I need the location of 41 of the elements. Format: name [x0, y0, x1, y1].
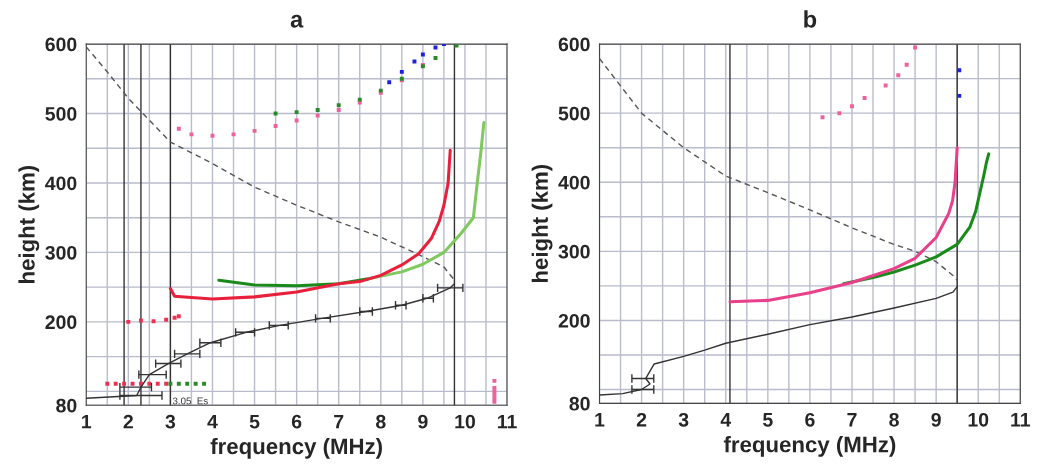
x-tick-label: 6 [805, 412, 815, 427]
y-tick-label: 300 [45, 245, 77, 260]
x-tick-label: 11 [497, 414, 517, 429]
chart-title: a [290, 14, 304, 28]
x-tick-label: 8 [889, 412, 899, 427]
x-tick-label: 6 [291, 414, 302, 429]
y-tick-label: 600 [45, 37, 77, 52]
x-tick-label: 1 [595, 413, 605, 427]
y-axis-title: height (km) [531, 164, 553, 283]
x-tick-label: 2 [123, 414, 133, 429]
x-tick-label: 3 [165, 414, 176, 429]
chart-title: b [804, 10, 817, 28]
x-tick-label: 11 [1011, 413, 1031, 427]
x-tick-label: 4 [720, 413, 732, 427]
annotation: 3.05 Es [172, 397, 208, 405]
x-axis-title: frequency (MHz) [210, 437, 382, 459]
y-tick-label: 80 [56, 398, 77, 413]
y-tick-label: 500 [558, 106, 590, 121]
y-tick-label: 200 [45, 315, 77, 330]
y-tick-label: 300 [558, 244, 590, 259]
y-tick-label: 500 [45, 107, 77, 121]
y-tick-label: 80 [569, 396, 590, 411]
y-tick-label: 400 [558, 175, 590, 190]
x-tick-label: 2 [636, 412, 647, 427]
x-tick-label: 1 [82, 414, 92, 429]
x-tick-label: 5 [763, 413, 773, 427]
x-tick-label: 7 [847, 413, 857, 427]
x-tick-label: 3 [678, 412, 689, 427]
x-tick-label: 9 [931, 412, 941, 427]
x-tick-label: 5 [249, 414, 260, 429]
y-axis-title: height (km) [18, 165, 40, 283]
x-tick-label: 4 [207, 414, 218, 429]
x-tick-label: 10 [455, 414, 475, 429]
x-tick-label: 8 [376, 414, 386, 429]
y-tick-label: 200 [558, 313, 590, 328]
x-tick-label: 7 [334, 414, 344, 429]
y-tick-label: 600 [558, 37, 590, 52]
x-tick-label: 9 [418, 414, 428, 429]
x-axis-title: frequency (MHz) [723, 436, 896, 457]
y-tick-label: 400 [45, 176, 77, 191]
x-tick-label: 10 [968, 412, 989, 427]
